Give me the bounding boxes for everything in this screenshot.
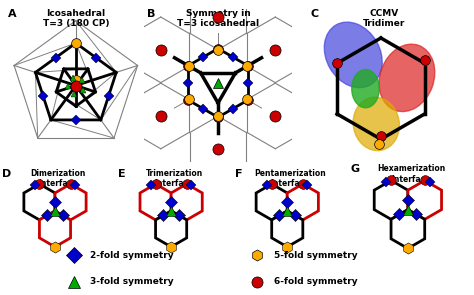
Polygon shape bbox=[171, 184, 202, 220]
Polygon shape bbox=[391, 210, 425, 248]
Polygon shape bbox=[256, 184, 287, 220]
Text: Pentamerization
Interface: Pentamerization Interface bbox=[255, 169, 326, 189]
Polygon shape bbox=[374, 181, 408, 219]
Text: Symmetry in
T=3 icosahedral: Symmetry in T=3 icosahedral bbox=[177, 9, 259, 28]
Text: C: C bbox=[310, 9, 319, 19]
Text: D: D bbox=[2, 169, 11, 179]
Polygon shape bbox=[287, 184, 319, 220]
Polygon shape bbox=[272, 211, 303, 247]
Text: Hexamerization
Interface: Hexamerization Interface bbox=[377, 164, 445, 184]
Polygon shape bbox=[140, 184, 171, 220]
Text: CCMV
Tridimer: CCMV Tridimer bbox=[363, 9, 405, 28]
Text: E: E bbox=[118, 169, 126, 179]
Ellipse shape bbox=[379, 44, 435, 112]
Text: 3-fold symmetry: 3-fold symmetry bbox=[90, 277, 174, 286]
Text: A: A bbox=[8, 9, 17, 19]
Text: 5-fold symmetry: 5-fold symmetry bbox=[273, 251, 357, 260]
Ellipse shape bbox=[324, 22, 382, 88]
Text: B: B bbox=[147, 9, 155, 19]
Text: 6-fold symmetry: 6-fold symmetry bbox=[273, 277, 357, 286]
Text: G: G bbox=[351, 164, 360, 174]
Ellipse shape bbox=[353, 97, 400, 151]
Text: Dimerization
Interface: Dimerization Interface bbox=[30, 169, 86, 189]
Polygon shape bbox=[39, 211, 71, 247]
Ellipse shape bbox=[352, 69, 379, 108]
Text: F: F bbox=[235, 169, 242, 179]
Polygon shape bbox=[408, 181, 442, 219]
Polygon shape bbox=[155, 211, 187, 247]
Text: 2-fold symmetry: 2-fold symmetry bbox=[90, 251, 174, 260]
Text: Trimerization
Interface: Trimerization Interface bbox=[146, 169, 203, 189]
Text: Icosahedral
T=3 (180 CP): Icosahedral T=3 (180 CP) bbox=[43, 9, 109, 28]
Polygon shape bbox=[24, 184, 55, 220]
Polygon shape bbox=[55, 184, 86, 220]
